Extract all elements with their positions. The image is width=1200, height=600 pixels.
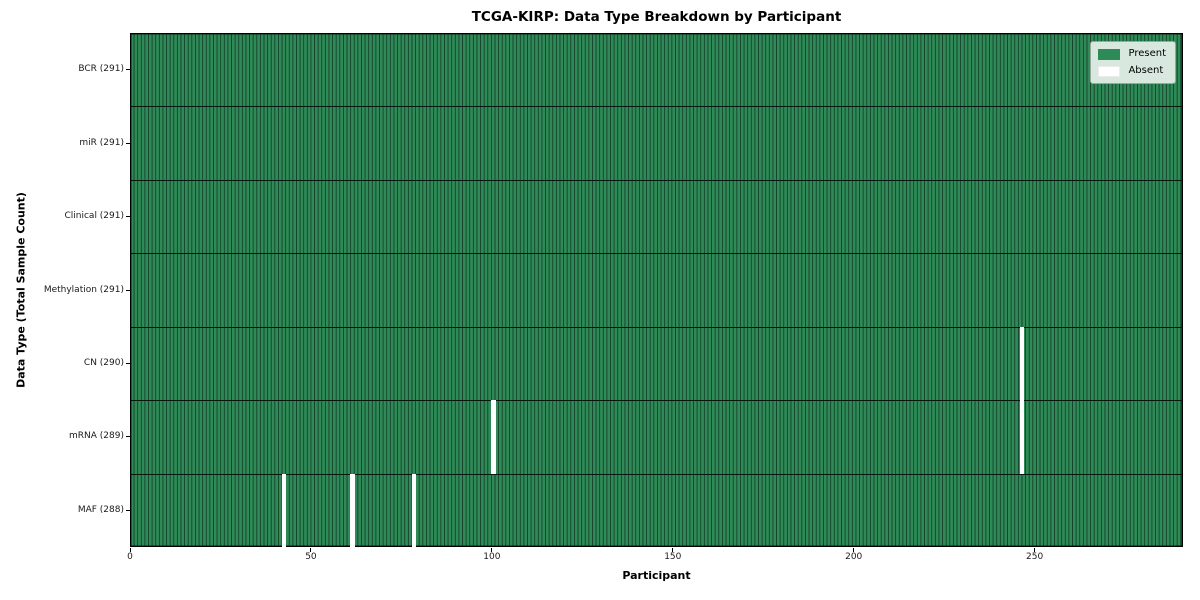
y-tick-label: BCR (291): [78, 64, 124, 75]
y-tick-mark: [126, 289, 130, 291]
legend-item-present: Present: [1098, 48, 1166, 60]
heatmap-row-mrna: [130, 400, 1183, 473]
heatmap-row-methylation: [130, 253, 1183, 326]
legend-swatch-absent: [1098, 65, 1121, 77]
legend: Present Absent: [1090, 41, 1176, 84]
y-tick-mark: [126, 362, 130, 364]
y-tick-mark: [126, 509, 130, 511]
legend-label: Absent: [1128, 65, 1164, 76]
heatmap-row-bcr: [130, 33, 1183, 106]
y-tick-mark: [126, 69, 130, 71]
row-divider: [130, 473, 1183, 475]
y-tick-label: mRNA (289): [69, 431, 124, 442]
x-tick-label: 150: [664, 552, 682, 562]
y-tick-label: Methylation (291): [43, 284, 124, 295]
x-tick-mark: [491, 548, 493, 552]
y-tick-mark: [126, 436, 130, 438]
x-tick-mark: [1034, 548, 1036, 552]
absent-gap-maf-42: [281, 473, 286, 547]
y-tick-label: CN (290): [83, 357, 124, 368]
x-tick-label: 0: [127, 552, 133, 562]
x-axis-label: Participant: [622, 569, 691, 582]
heatmap-row-cn: [130, 327, 1183, 400]
legend-swatch-present: [1098, 48, 1121, 60]
row-divider: [130, 179, 1183, 181]
row-divider: [130, 106, 1183, 108]
plot-area: Present Absent: [130, 33, 1183, 547]
absent-gap-maf-61: [350, 473, 355, 547]
y-tick-label: miR (291): [79, 137, 124, 148]
row-divider: [130, 326, 1183, 328]
x-tick-label: 200: [845, 552, 863, 562]
heatmap-row-maf: [130, 474, 1183, 547]
y-tick-mark: [126, 142, 130, 144]
x-tick-label: 50: [305, 552, 317, 562]
y-tick-label: Clinical (291): [64, 211, 124, 222]
x-tick-label: 100: [483, 552, 501, 562]
x-tick-mark: [310, 548, 312, 552]
absent-gap-cn-246: [1019, 326, 1025, 401]
y-tick-mark: [126, 216, 130, 218]
x-tick-mark: [129, 548, 131, 552]
chart-title: TCGA-KIRP: Data Type Breakdown by Partic…: [471, 9, 842, 25]
row-divider: [130, 400, 1183, 402]
x-tick-label: 250: [1026, 552, 1044, 562]
absent-gap-mrna-100: [491, 400, 496, 474]
legend-item-absent: Absent: [1098, 65, 1166, 77]
row-divider: [130, 253, 1183, 255]
x-tick-mark: [853, 548, 855, 552]
y-tick-label: MAF (288): [77, 504, 124, 515]
x-tick-mark: [672, 548, 674, 552]
absent-gap-mrna-246: [1019, 400, 1025, 474]
absent-gap-maf-78: [411, 473, 417, 547]
heatmap-row-mir: [130, 106, 1183, 179]
heatmap-row-clinical: [130, 180, 1183, 253]
legend-label: Present: [1128, 48, 1166, 59]
